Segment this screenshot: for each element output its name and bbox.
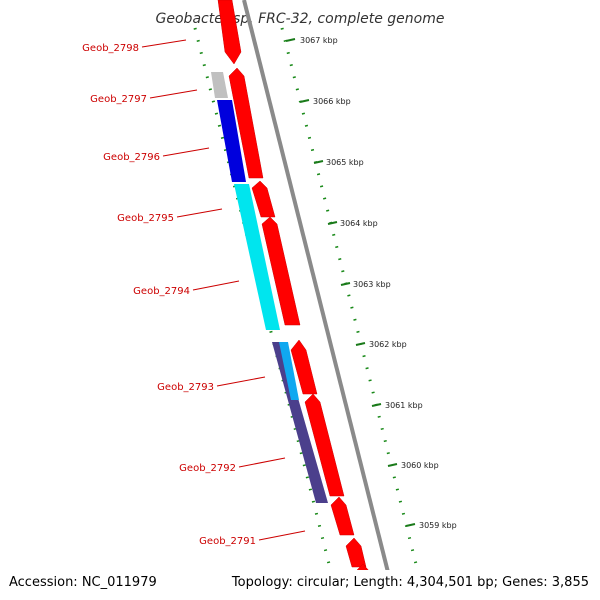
gene-label: Geob_2798 — [82, 43, 139, 54]
gene-label: Geob_2792 — [179, 463, 236, 474]
cds-arrow — [261, 216, 301, 326]
gene-block-gray — [211, 72, 228, 98]
cds-arrow — [304, 393, 345, 497]
kbp-tick-label: 3061 kbp — [385, 401, 423, 410]
gene-block-blue — [217, 100, 246, 182]
kbp-tick-marks — [285, 38, 416, 527]
kbp-tick-label: 3064 kbp — [340, 219, 378, 228]
gene-block-navy — [272, 342, 328, 503]
kbp-tick-label: 3066 kbp — [313, 97, 351, 106]
leader-line — [162, 147, 210, 157]
kbp-tick-label: 3067 kbp — [300, 36, 338, 45]
cds-arrow — [330, 496, 355, 536]
tick-mark — [299, 99, 310, 103]
gene-label: Geob_2791 — [199, 536, 256, 547]
gene-label: Geob_2793 — [157, 382, 214, 393]
tick-mark — [285, 38, 296, 42]
tick-mark — [355, 342, 366, 346]
leader-line — [216, 376, 266, 387]
leader-line — [149, 89, 198, 99]
outer-gc-track — [280, 27, 420, 570]
kbp-tick-label: 3060 kbp — [401, 461, 439, 470]
cds-arrow — [290, 339, 318, 395]
leader-line — [238, 457, 286, 468]
genome-backbone — [242, 0, 390, 570]
cds-arrow — [356, 563, 369, 570]
kbp-tick-label: 3062 kbp — [369, 340, 407, 349]
cds-arrow — [217, 0, 242, 65]
gene-label: Geob_2794 — [133, 286, 190, 297]
tick-mark — [313, 160, 324, 164]
leader-line — [176, 208, 223, 218]
accession-text: Accession: NC_011979 — [9, 575, 157, 590]
cds-arrow — [345, 537, 367, 568]
kbp-tick-label: 3059 kbp — [419, 521, 457, 530]
tick-mark — [340, 282, 351, 286]
leader-line — [141, 39, 187, 48]
map-title: Geobacter sp. FRC-32, complete genome — [156, 11, 445, 27]
tick-mark — [371, 403, 382, 407]
gene-label: Geob_2796 — [103, 152, 160, 163]
kbp-tick-label: 3065 kbp — [326, 158, 364, 167]
leader-line — [192, 280, 240, 291]
kbp-tick-label: 3063 kbp — [353, 280, 391, 289]
map-tracks — [193, 0, 420, 570]
cds-arrow — [228, 67, 264, 179]
gene-label: Geob_2795 — [117, 213, 174, 224]
gene-block-sky — [279, 342, 299, 400]
gene-block-cyan — [234, 184, 280, 330]
tick-mark — [327, 221, 338, 225]
tick-mark — [405, 523, 416, 527]
tick-mark — [387, 463, 398, 467]
gene-label: Geob_2797 — [90, 94, 147, 105]
gene-leader-lines — [141, 39, 306, 541]
cds-arrow — [251, 180, 276, 218]
genome-summary-text: Topology: circular; Length: 4,304,501 bp… — [231, 575, 589, 590]
leader-line — [258, 530, 306, 541]
